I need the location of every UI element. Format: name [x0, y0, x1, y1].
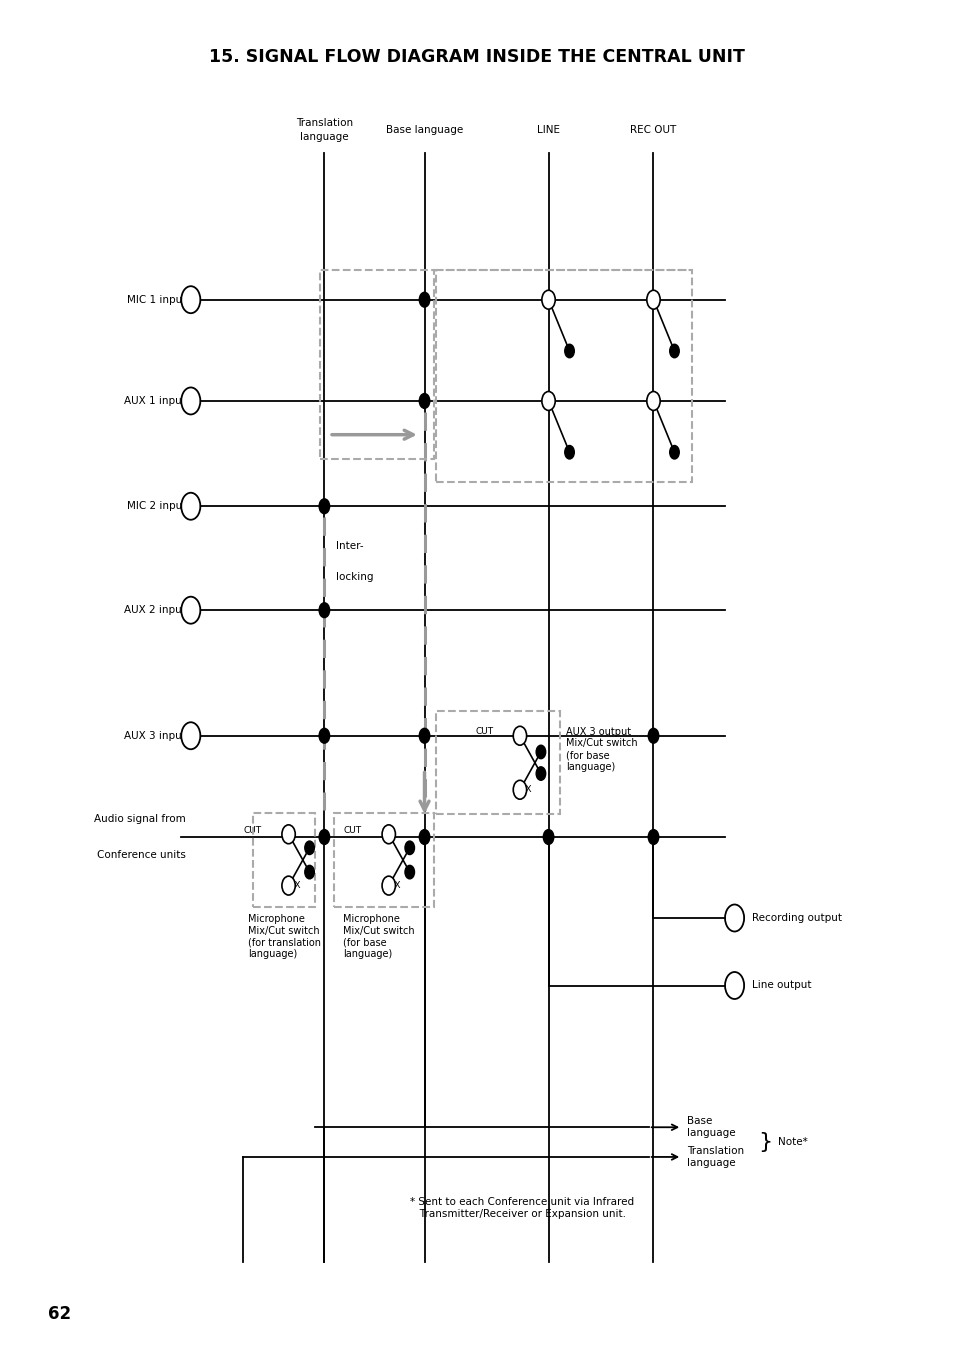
Text: CUT: CUT [244, 826, 261, 834]
Circle shape [724, 972, 743, 999]
Text: Conference units: Conference units [97, 850, 186, 860]
Circle shape [318, 729, 330, 742]
Bar [436, 270, 691, 482]
Circle shape [542, 829, 553, 845]
Circle shape [669, 344, 679, 358]
Text: CUT: CUT [475, 728, 493, 736]
Circle shape [648, 829, 658, 845]
Circle shape [305, 841, 314, 855]
Circle shape [381, 876, 395, 895]
Circle shape [381, 825, 395, 844]
Circle shape [282, 825, 295, 844]
Text: Note*: Note* [777, 1137, 806, 1148]
Circle shape [669, 446, 679, 459]
Circle shape [181, 597, 200, 624]
Text: Translation
language: Translation language [686, 1146, 743, 1168]
Circle shape [564, 344, 574, 358]
Circle shape [536, 767, 545, 780]
Text: AUX 2 input: AUX 2 input [124, 605, 186, 616]
Text: MIX: MIX [515, 786, 531, 794]
Text: * Sent to each Conference unit via Infrared
   Transmitter/Receiver or Expansion: * Sent to each Conference unit via Infra… [410, 1197, 634, 1219]
Text: }: } [758, 1133, 772, 1152]
Text: Base
language: Base language [686, 1116, 735, 1138]
Circle shape [513, 780, 526, 799]
Circle shape [419, 293, 430, 308]
Circle shape [282, 876, 295, 895]
Circle shape [513, 726, 526, 745]
Text: Line output: Line output [751, 980, 810, 991]
Circle shape [536, 745, 545, 759]
Text: locking: locking [335, 572, 373, 582]
Text: MIX: MIX [383, 882, 400, 890]
Circle shape [541, 290, 555, 309]
Bar [319, 270, 434, 459]
Text: language: language [300, 132, 348, 142]
Circle shape [181, 493, 200, 520]
Circle shape [646, 290, 659, 309]
Circle shape [419, 729, 430, 742]
Text: Microphone
Mix/Cut switch
(for base
language): Microphone Mix/Cut switch (for base lang… [343, 914, 415, 958]
Text: AUX 1 input: AUX 1 input [124, 396, 186, 406]
Circle shape [305, 865, 314, 879]
Text: 62: 62 [48, 1305, 71, 1323]
Text: CUT: CUT [344, 826, 361, 834]
Text: Translation: Translation [295, 119, 353, 128]
Bar [436, 711, 559, 814]
Bar [334, 813, 434, 907]
Bar [253, 813, 314, 907]
Circle shape [541, 392, 555, 410]
Circle shape [405, 865, 414, 879]
Text: MIX: MIX [283, 882, 300, 890]
Circle shape [405, 841, 414, 855]
Circle shape [564, 446, 574, 459]
Text: AUX 3 input: AUX 3 input [124, 730, 186, 741]
Circle shape [318, 602, 330, 617]
Text: MIC 1 input: MIC 1 input [127, 294, 186, 305]
Circle shape [646, 392, 659, 410]
Text: Inter-: Inter- [335, 541, 363, 551]
Circle shape [419, 394, 430, 408]
Text: Recording output: Recording output [751, 913, 841, 923]
Circle shape [318, 829, 330, 845]
Circle shape [648, 729, 658, 742]
Circle shape [724, 904, 743, 931]
Text: MIC 2 input: MIC 2 input [127, 501, 186, 512]
Text: REC OUT: REC OUT [630, 126, 676, 135]
Text: LINE: LINE [537, 126, 559, 135]
Circle shape [419, 829, 430, 845]
Circle shape [181, 387, 200, 414]
Text: Microphone
Mix/Cut switch
(for translation
language): Microphone Mix/Cut switch (for translati… [248, 914, 321, 958]
Text: 15. SIGNAL FLOW DIAGRAM INSIDE THE CENTRAL UNIT: 15. SIGNAL FLOW DIAGRAM INSIDE THE CENTR… [209, 47, 744, 66]
Circle shape [181, 286, 200, 313]
Text: AUX 3 output
Mix/Cut switch
(for base
language): AUX 3 output Mix/Cut switch (for base la… [565, 726, 637, 772]
Text: Base language: Base language [386, 126, 462, 135]
Circle shape [318, 498, 330, 513]
Text: Audio signal from: Audio signal from [94, 814, 186, 824]
Circle shape [181, 722, 200, 749]
